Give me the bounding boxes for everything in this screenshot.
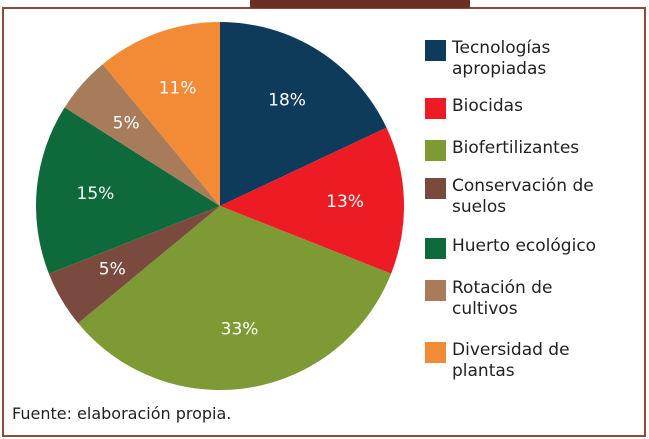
- legend-label: Huerto ecológico: [452, 236, 597, 256]
- pie-slice: [78, 206, 392, 390]
- legend-swatch: [425, 140, 446, 161]
- pie-slice: [48, 206, 220, 324]
- pie-slice: [36, 107, 220, 274]
- legend-swatch: [425, 98, 446, 119]
- pie: 18% 13% 33% 5% 15% 5% 11%: [36, 22, 405, 390]
- data-label: 18%: [268, 90, 306, 110]
- legend-swatch: [425, 178, 446, 199]
- data-label: 11%: [159, 78, 197, 98]
- pie-slice: [220, 22, 387, 206]
- pie-slice: [64, 64, 220, 207]
- legend-entry: Rotación de cultivos: [425, 278, 625, 320]
- legend-entry: Biocidas: [425, 96, 625, 119]
- data-label: 5%: [99, 260, 126, 280]
- legend-entry: Tecnologías apropiadas: [425, 38, 625, 80]
- legend-label: Biocidas: [452, 96, 523, 116]
- pie-slice: [220, 127, 405, 274]
- data-label: 33%: [221, 320, 259, 340]
- legend-swatch: [425, 342, 446, 363]
- legend-label: Tecnologías apropiadas: [452, 38, 551, 79]
- legend-swatch: [425, 40, 446, 61]
- legend-entry: Conservación de suelos: [425, 176, 625, 218]
- legend-entry: Huerto ecológico: [425, 236, 625, 259]
- pie-slice: [102, 22, 220, 206]
- data-label: 13%: [326, 192, 364, 212]
- legend-swatch: [425, 280, 446, 301]
- data-label: 5%: [113, 113, 140, 133]
- legend-entry: Diversidad de plantas: [425, 340, 625, 382]
- legend-label: Rotación de cultivos: [452, 278, 553, 319]
- source: Fuente: elaboración propia.: [12, 404, 232, 423]
- legend-entry: Biofertilizantes: [425, 138, 625, 161]
- legend-swatch: [425, 238, 446, 259]
- legend-label: Diversidad de plantas: [452, 340, 570, 381]
- legend-label: Conservación de suelos: [452, 176, 594, 217]
- header-bar: [250, 0, 470, 8]
- data-label: 15%: [77, 184, 115, 204]
- legend-label: Biofertilizantes: [452, 138, 580, 158]
